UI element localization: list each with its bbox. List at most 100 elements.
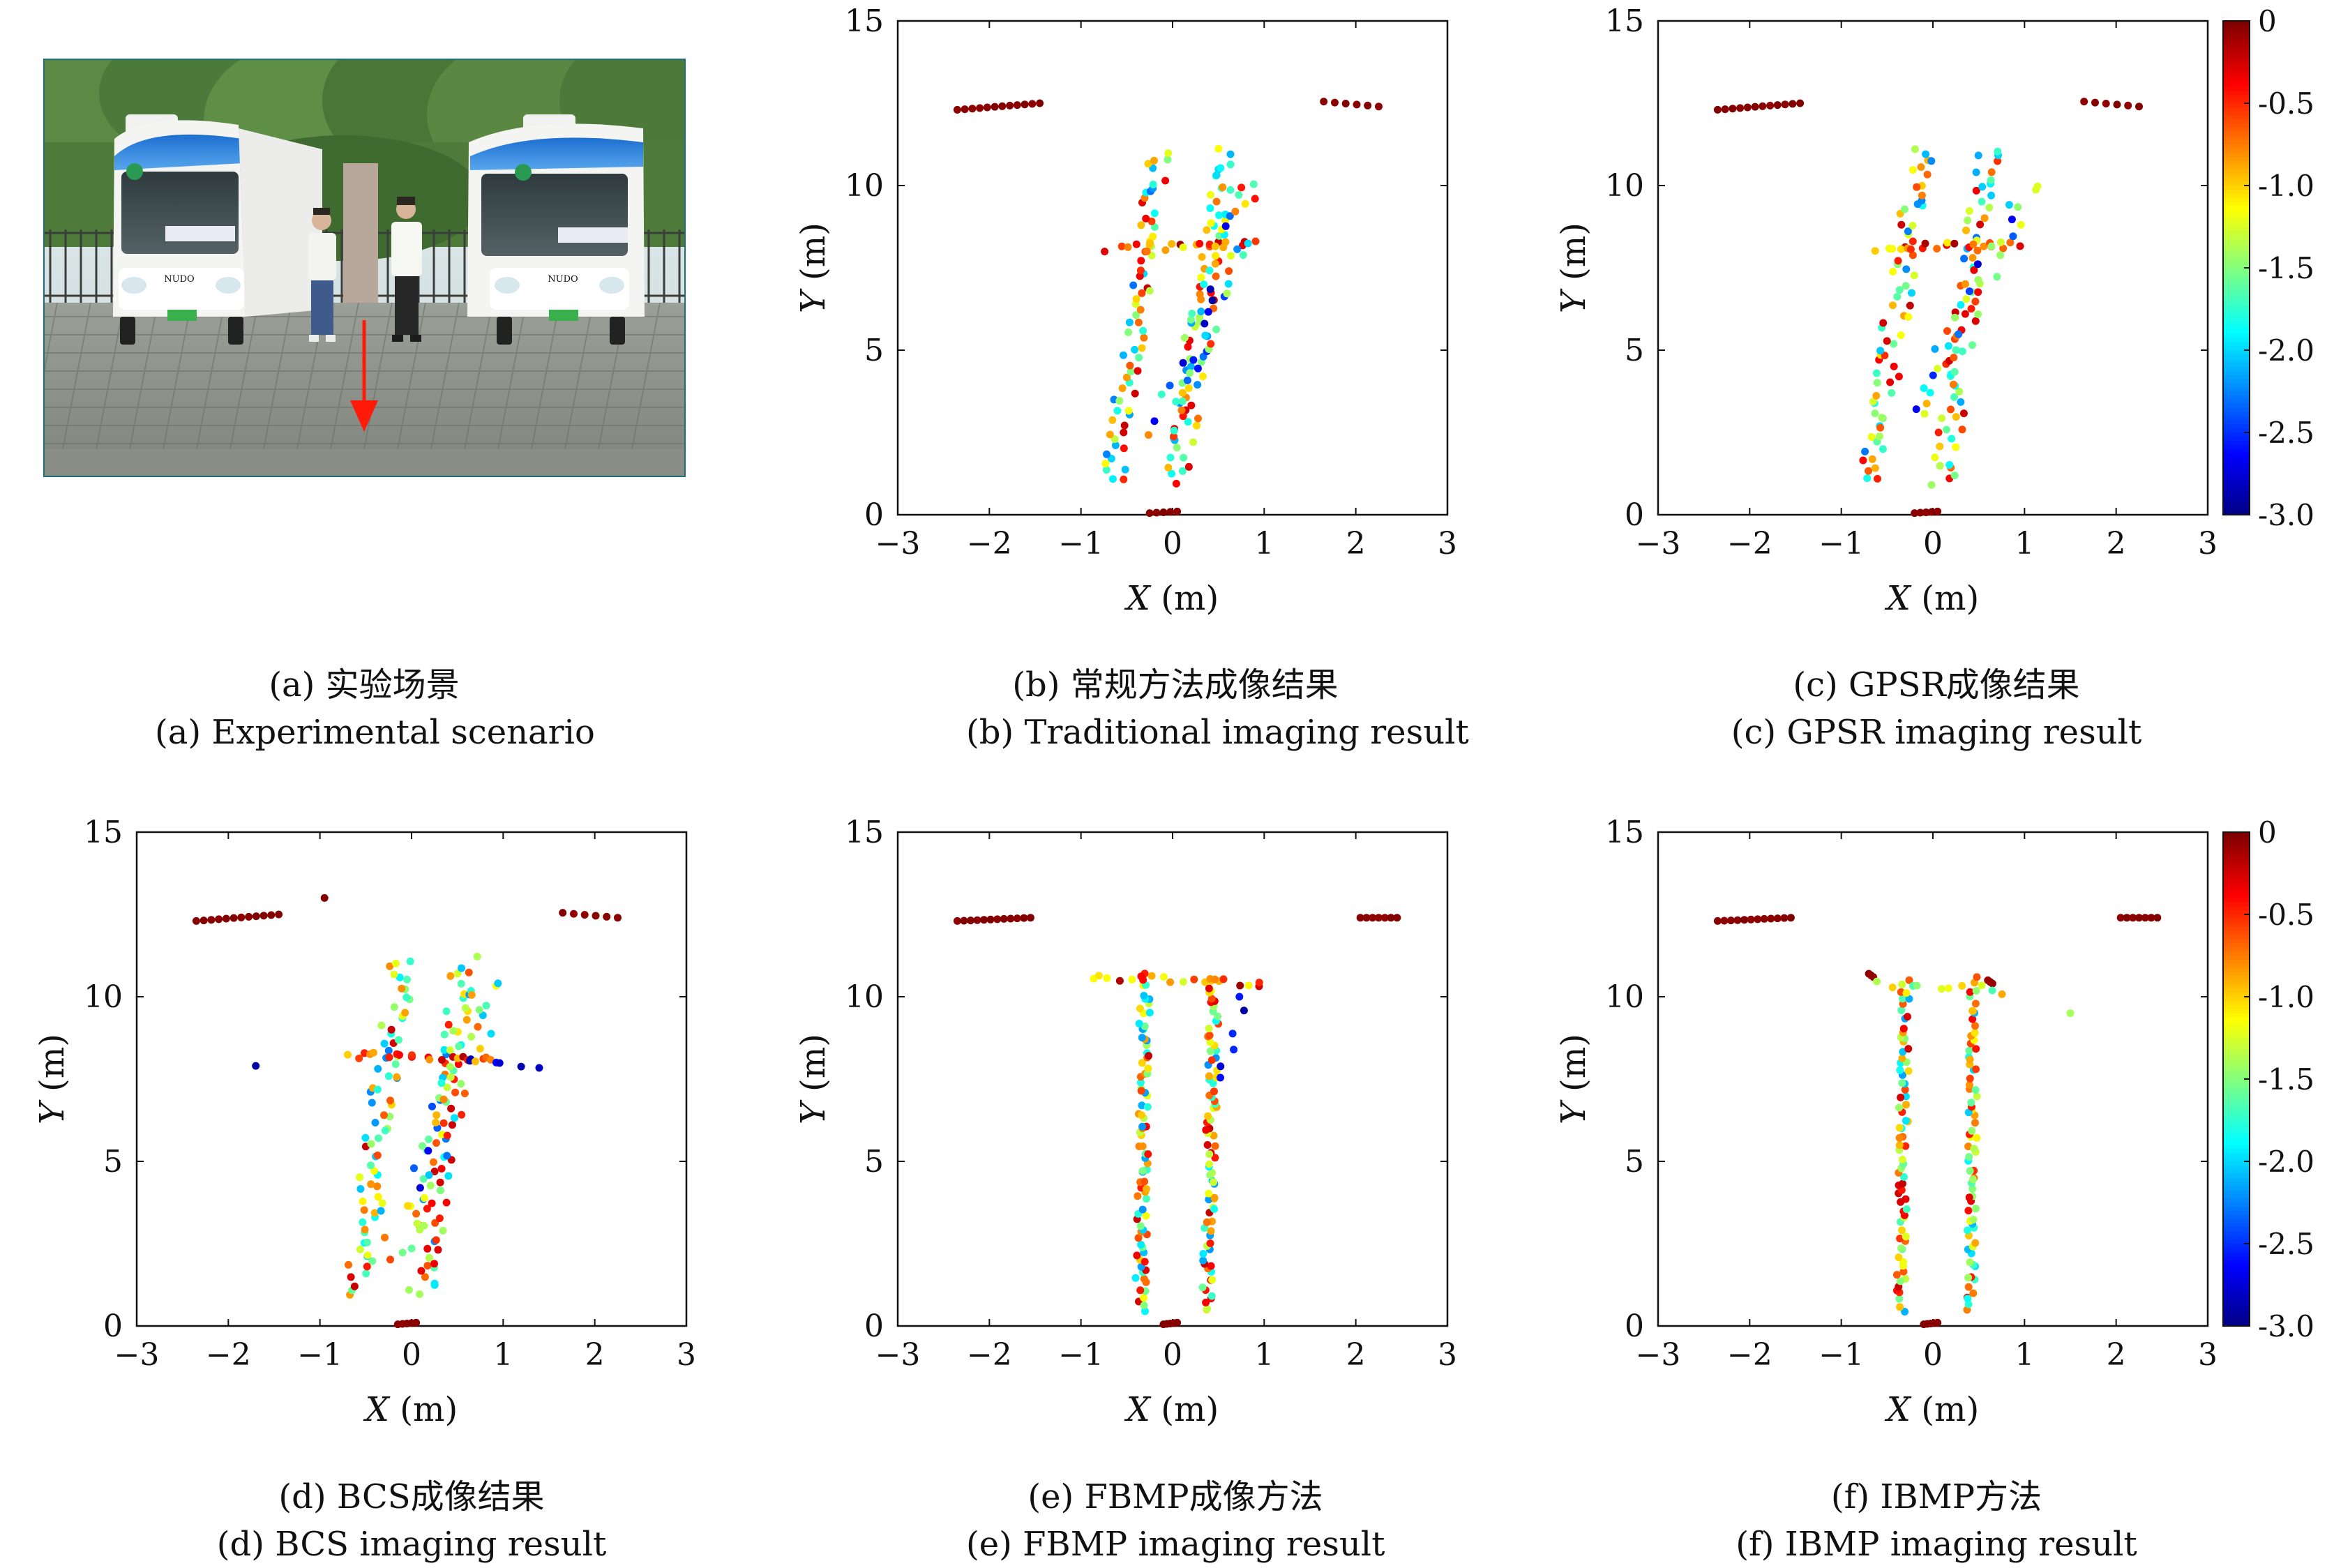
data-point [432, 1139, 440, 1147]
colorbar-band [2223, 259, 2250, 265]
data-point [2124, 101, 2132, 110]
data-point [1205, 1072, 1213, 1080]
data-point [1968, 1015, 1977, 1023]
data-point [1187, 363, 1195, 370]
data-point [1207, 219, 1215, 227]
data-point [1962, 226, 1970, 234]
data-point [1120, 421, 1129, 430]
data-point [482, 1002, 490, 1010]
colorbar-band [2223, 247, 2250, 252]
data-point [425, 1171, 433, 1179]
data-point [1194, 381, 1202, 389]
colorbar-band [2223, 930, 2250, 936]
colorbar-band [2223, 1239, 2250, 1244]
data-point [1929, 371, 1937, 379]
data-point [1873, 977, 1881, 986]
data-point [1215, 211, 1223, 220]
data-point [1952, 346, 1960, 354]
data-point [345, 1260, 352, 1269]
data-point [1917, 163, 1925, 171]
data-point [1883, 337, 1891, 345]
data-point [1952, 443, 1960, 451]
data-point [396, 1051, 403, 1059]
data-point [1895, 1133, 1904, 1142]
colorbar-band [2223, 935, 2250, 940]
data-point [1200, 1224, 1209, 1232]
colorbar-tick-label: -3.0 [2258, 1309, 2314, 1343]
data-point [1208, 1169, 1217, 1177]
colorbar-band [2223, 91, 2250, 96]
plot-frame [1657, 20, 2209, 516]
data-point [368, 1257, 377, 1265]
data-point [362, 1269, 370, 1278]
data-point [1134, 318, 1143, 326]
data-point [1987, 242, 1996, 250]
data-point [2113, 100, 2121, 109]
colorbar-band [2223, 1260, 2250, 1265]
data-point [1964, 1283, 1973, 1291]
data-point [451, 1114, 458, 1122]
data-point [1206, 1047, 1214, 1055]
colorbar-band [2223, 861, 2250, 866]
data-point [479, 1011, 487, 1020]
data-point [1244, 239, 1252, 248]
colorbar-band [2223, 1318, 2250, 1323]
colorbar-band [2223, 41, 2250, 47]
data-point [1893, 292, 1902, 301]
data-point [1895, 286, 1904, 294]
data-point [355, 1054, 363, 1062]
data-point [592, 912, 600, 920]
data-point [1931, 453, 1939, 462]
y-tick-label: 15 [84, 815, 123, 850]
data-point [1773, 914, 1782, 923]
colorbar-band [2223, 1210, 2250, 1216]
colorbar-band [2223, 1251, 2250, 1257]
data-point [1199, 1256, 1207, 1265]
data-point [439, 1095, 448, 1103]
colorbar-band [2223, 202, 2250, 207]
data-point [1161, 246, 1170, 255]
data-point [1179, 243, 1187, 252]
data-point [245, 912, 253, 921]
colorbar: 0 -0.5 -1.0 -1.5 -2.0 -2.5 -3.0 [2222, 815, 2314, 1343]
data-point [1908, 251, 1917, 259]
data-point [1910, 271, 1918, 280]
colorbar-band [2223, 1079, 2250, 1084]
data-point [1226, 186, 1235, 194]
data-point [443, 1152, 451, 1160]
data-point [1110, 435, 1119, 444]
data-point [1927, 157, 1936, 165]
data-point [1217, 1073, 1224, 1082]
colorbar-band [2223, 424, 2250, 430]
data-point [394, 1036, 402, 1044]
data-point [1159, 973, 1168, 981]
data-point [1180, 333, 1189, 342]
data-point [2147, 914, 2155, 922]
data-point [1971, 1029, 1979, 1037]
data-point [1131, 1274, 1140, 1282]
data-point [1931, 345, 1939, 353]
colorbar-band [2223, 1083, 2250, 1088]
data-point [1168, 469, 1176, 478]
data-point [487, 1030, 495, 1038]
data-point [1736, 104, 1745, 112]
colorbar-band [2223, 1099, 2250, 1105]
colorbar-band [2223, 1054, 2250, 1060]
colorbar-band [2223, 967, 2250, 973]
colorbar-band [2223, 115, 2250, 121]
data-point [356, 1245, 364, 1253]
colorbar-band [2223, 453, 2250, 458]
colorbar-band [2223, 123, 2250, 129]
colorbar-band [2223, 889, 2250, 895]
colorbar-tick-label: -1.5 [2258, 1062, 2314, 1096]
data-point [1375, 914, 1383, 922]
data-point [1207, 1262, 1215, 1270]
colorbar-band [2223, 1244, 2250, 1249]
data-point [432, 1236, 440, 1244]
data-point [1889, 268, 1897, 276]
data-point [1976, 220, 1985, 229]
data-point [387, 1025, 396, 1034]
data-point [1964, 216, 1972, 225]
colorbar-band [2223, 305, 2250, 310]
data-point [1166, 382, 1174, 390]
